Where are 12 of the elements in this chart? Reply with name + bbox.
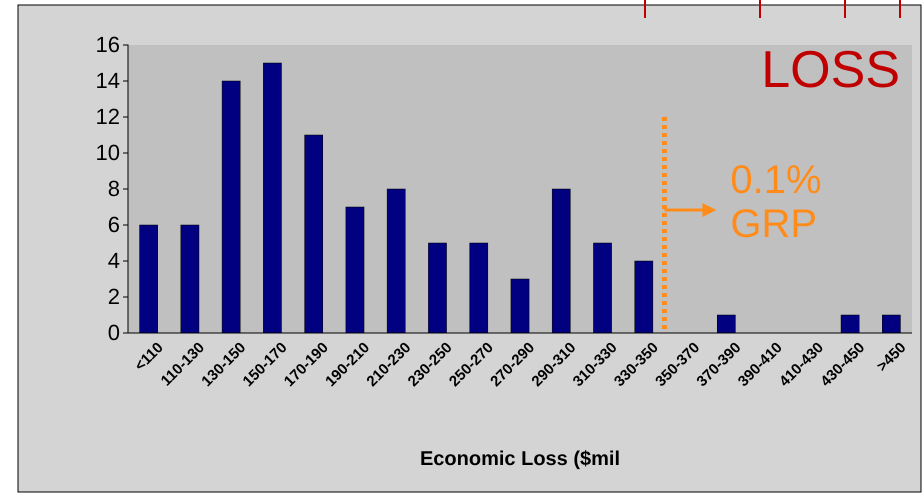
y-tick-label: 4 [108,248,120,274]
y-tick-label: 8 [108,176,120,202]
y-tick-label: 14 [96,68,120,94]
ref-line-label: 0.1% GRP [730,158,822,246]
y-tick-label: 12 [96,104,120,130]
y-tick-label: 10 [96,140,120,166]
y-tick-label: 6 [108,212,120,238]
y-tick-label: 0 [108,320,120,346]
y-tick-label: 16 [96,32,120,58]
x-axis-title: Economic Loss ($mil [420,448,620,470]
annotation: LOSS [761,41,900,99]
y-tick-label: 2 [108,284,120,310]
